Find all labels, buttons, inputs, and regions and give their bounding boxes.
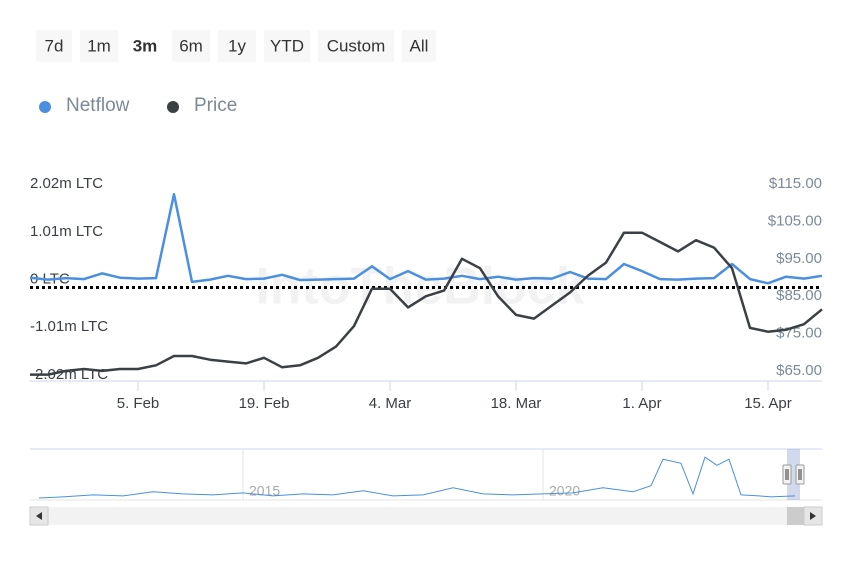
y2-tick-label: $85.00 (776, 287, 822, 304)
x-tick-label: 4. Mar (369, 395, 412, 412)
range-button[interactable] (402, 30, 436, 62)
legend: Netflow Price (39, 95, 237, 116)
scrollbar-track (30, 507, 822, 525)
range-button-label[interactable]: Custom (327, 36, 386, 55)
y2-tick-label: $115.00 (769, 175, 822, 192)
navigator-label: 2015 (249, 483, 280, 499)
series-line (30, 231, 823, 376)
scrollbar-right-arrow (810, 512, 816, 520)
y2-tick-label: $75.00 (776, 325, 822, 342)
range-button[interactable] (126, 30, 164, 62)
navigator-line (38, 456, 796, 499)
navigator-handle[interactable] (782, 464, 792, 485)
navigator-selection (787, 449, 800, 500)
navigator: 2015 2020 (29, 448, 823, 526)
range-button[interactable] (36, 30, 72, 62)
range-button-label[interactable]: All (410, 36, 429, 55)
legend-label[interactable]: Netflow (66, 95, 130, 116)
legend-label[interactable]: Price (194, 95, 237, 116)
x-tick-label: 18. Mar (491, 395, 542, 412)
scrollbar-thumb[interactable] (787, 507, 804, 525)
range-button-label[interactable]: 6m (179, 36, 203, 55)
range-selector: 7d 1m 3m 6m 1y YTD Custom All (36, 30, 436, 62)
range-button[interactable] (218, 30, 256, 62)
series-line (29, 192, 823, 285)
x-tick-label: 5. Feb (117, 395, 160, 412)
range-button[interactable] (318, 30, 394, 62)
legend-marker[interactable] (39, 101, 51, 113)
y2-tick-label: $105.00 (768, 212, 822, 229)
legend-marker[interactable] (167, 101, 179, 113)
range-button[interactable] (264, 30, 310, 62)
y-tick-label: 2.02m LTC (30, 175, 103, 192)
x-tick-label: 1. Apr (622, 395, 661, 412)
range-button-label[interactable]: YTD (270, 36, 304, 55)
y-tick-label: -1.01m LTC (30, 318, 108, 335)
range-button[interactable] (80, 30, 118, 62)
range-button[interactable] (172, 30, 210, 62)
range-button-label[interactable]: 1y (228, 36, 246, 55)
y2-tick-label: $65.00 (776, 362, 822, 379)
range-button-label[interactable]: 7d (45, 36, 64, 55)
range-button-label[interactable]: 1m (87, 36, 111, 55)
x-tick-label: 19. Feb (239, 395, 290, 412)
navigator-label: 2020 (549, 483, 580, 499)
scrollbar-left-arrow (36, 512, 42, 520)
navigator-handle[interactable] (795, 464, 805, 485)
y-tick-label: 1.01m LTC (30, 223, 103, 240)
y2-tick-label: $95.00 (776, 250, 822, 267)
range-button-label[interactable]: 3m (133, 36, 158, 55)
x-tick-label: 15. Apr (744, 395, 792, 412)
